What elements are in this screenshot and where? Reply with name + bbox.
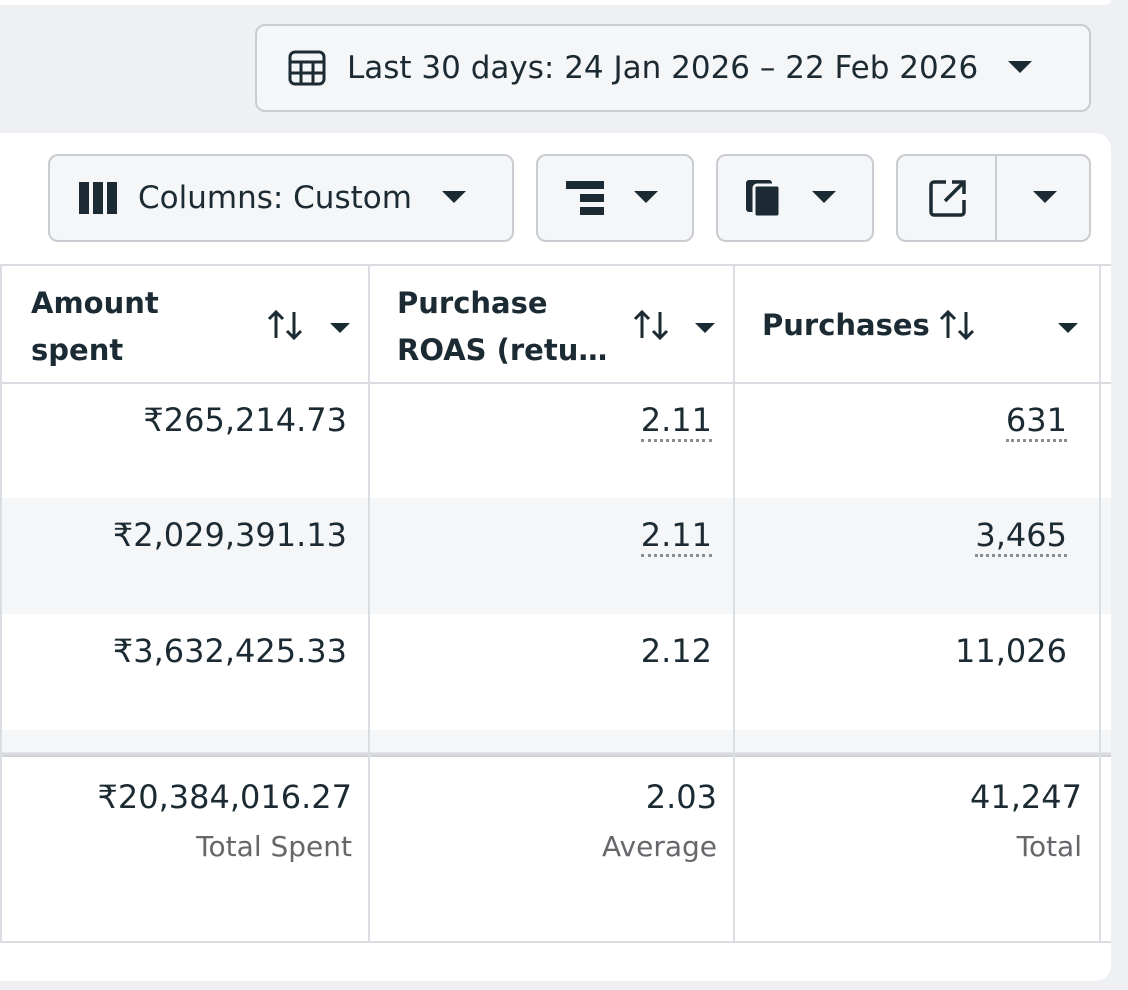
header-bottom-line: [0, 382, 1111, 384]
table-cell: 3,465: [975, 516, 1067, 557]
table-cell: ₹3,632,425.33: [112, 632, 347, 670]
sort-arrows: [939, 309, 975, 341]
table-cell: 2.12: [640, 632, 712, 670]
table-cell: ₹2,029,391.13: [112, 516, 347, 554]
caret: [441, 191, 466, 203]
sort-arrows: [267, 309, 303, 341]
caret: [695, 323, 715, 333]
table-cell: 11,026: [955, 632, 1067, 670]
divider: [995, 155, 997, 241]
columns-text: Columns: Custom: [138, 180, 412, 216]
caret: [812, 191, 836, 203]
reports-icon: [746, 180, 782, 218]
total-value: ₹20,384,016.27: [97, 778, 352, 816]
caret: [330, 323, 350, 333]
columns-icon: [79, 182, 117, 214]
sort-icon[interactable]: [632, 308, 672, 342]
column-divider: [733, 264, 735, 943]
caret: [1008, 61, 1033, 73]
column-header: Purchase ROAS (retu…: [397, 286, 608, 367]
column-divider: [0, 264, 2, 943]
total-value: 2.03: [645, 778, 717, 816]
columns-button[interactable]: Columns: Custom: [48, 154, 514, 242]
export-icon: [929, 180, 966, 217]
header-caret[interactable]: [695, 320, 715, 333]
footer-shadow: [0, 752, 1111, 757]
table-cell: ₹265,214.73: [143, 401, 347, 439]
header-caret[interactable]: [1058, 320, 1078, 333]
sort-icon[interactable]: [266, 308, 306, 342]
export-button[interactable]: [896, 154, 1091, 242]
date-range-button[interactable]: Last 30 days: 24 Jan 2026 – 22 Feb 2026: [255, 24, 1091, 112]
total-label: Total: [1016, 830, 1082, 863]
table-cell: 631: [1005, 401, 1067, 442]
caret: [634, 191, 658, 203]
sort-icon[interactable]: [938, 308, 978, 342]
row-background: [0, 498, 1111, 614]
date-range-text: Last 30 days: 24 Jan 2026 – 22 Feb 2026: [347, 50, 979, 86]
total-label: Total Spent: [196, 830, 352, 863]
header-top-line: [0, 264, 1111, 266]
caret: [1033, 191, 1057, 203]
caret: [1058, 323, 1078, 333]
top-panel-edge: [0, 0, 1111, 5]
reports-button[interactable]: [716, 154, 874, 242]
sort-arrows: [633, 309, 669, 341]
breakdown-button[interactable]: [536, 154, 694, 242]
breakdown-icon: [566, 181, 604, 215]
table-cell: 2.11: [640, 516, 712, 557]
column-header: Purchases: [762, 308, 930, 342]
partial-row: [0, 730, 1111, 756]
footer-bottom-line: [0, 941, 1111, 943]
table-cell: 2.11: [640, 401, 712, 442]
header-caret[interactable]: [330, 320, 350, 333]
total-label: Average: [602, 830, 717, 863]
calendar-icon: [288, 50, 326, 86]
column-divider: [1099, 264, 1101, 943]
total-value: 41,247: [970, 778, 1082, 816]
column-divider: [368, 264, 370, 943]
column-header: Amount spent: [31, 286, 159, 367]
